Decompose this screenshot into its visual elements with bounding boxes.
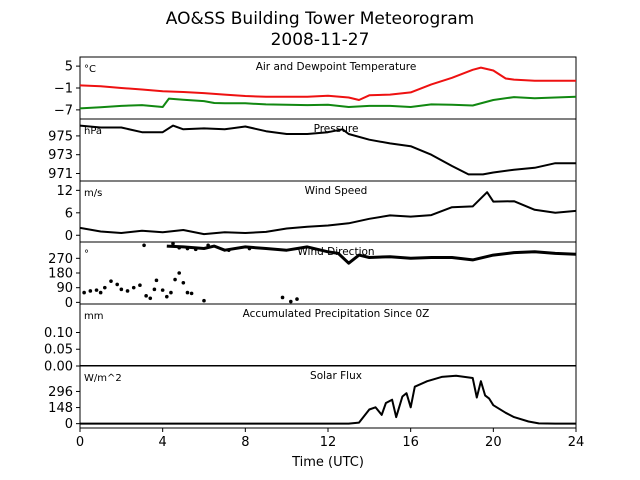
panel-unit: mm xyxy=(84,311,103,322)
wind-direction-point xyxy=(115,282,119,287)
wind-direction-point xyxy=(125,289,130,293)
x-tick-label: 8 xyxy=(241,435,249,450)
wind-direction-point xyxy=(152,287,157,292)
panel-unit: W/m^2 xyxy=(84,373,122,384)
wind-direction-point xyxy=(202,298,206,303)
y-tick-label: 975 xyxy=(48,129,73,144)
dew-series-line xyxy=(80,95,576,110)
x-axis: 0 4 8 12 16 20 24 Time (UTC) xyxy=(76,428,585,470)
wind-direction-point xyxy=(98,290,103,295)
panel-1: Air and Dewpoint Temperature °C 5 −1 −7 xyxy=(54,56,577,120)
panel-title: Solar Flux xyxy=(310,370,362,382)
wind-direction-point xyxy=(119,287,124,292)
chart-title: AO&SS Building Tower Meteorogram xyxy=(166,9,474,29)
panel-unit: °C xyxy=(84,64,96,75)
y-tick-label: 6 xyxy=(65,206,73,221)
panel-3: Wind Speed m/s 12 6 0 xyxy=(56,180,577,244)
x-tick-label: 0 xyxy=(76,435,84,450)
panel-unit: hPa xyxy=(84,126,102,137)
panel-title: Accumulated Precipitation Since 0Z xyxy=(243,308,430,320)
wind-direction-point xyxy=(142,243,146,248)
x-tick-label: 16 xyxy=(402,435,419,450)
y-tick-label: −1 xyxy=(54,82,73,97)
wind-direction-point xyxy=(131,285,136,290)
y-tick-label: 0 xyxy=(65,296,73,311)
wind-direction-point xyxy=(144,294,148,298)
y-tick-label: 0.10 xyxy=(44,326,73,341)
solar-series-line xyxy=(80,374,576,425)
wind-direction-point xyxy=(82,290,86,295)
y-tick-label: 0 xyxy=(65,417,73,432)
x-tick-label: 4 xyxy=(159,435,167,450)
panels-group: Air and Dewpoint Temperature°C5−1−7Press… xyxy=(44,56,577,432)
wind-direction-point xyxy=(171,242,175,246)
panel-title: Wind Speed xyxy=(305,185,368,197)
wind-direction-point xyxy=(295,297,299,301)
wind-direction-point xyxy=(185,290,190,295)
panel-unit: ° xyxy=(84,249,89,260)
wind_speed-series-line xyxy=(80,191,576,236)
wind-direction-point xyxy=(177,271,181,275)
y-tick-label: 180 xyxy=(48,267,73,282)
wind-direction-point xyxy=(181,280,186,285)
y-tick-label: 5 xyxy=(65,60,73,75)
wind-direction-point xyxy=(280,295,285,300)
y-tick-label: −7 xyxy=(54,103,73,118)
y-tick-label: 296 xyxy=(48,385,73,400)
wind-direction-point xyxy=(289,299,293,304)
y-tick-label: 973 xyxy=(48,148,73,163)
x-tick-label: 24 xyxy=(568,435,585,450)
air-series-line xyxy=(80,66,576,101)
wind_dir_line-series-line xyxy=(166,244,576,265)
x-tick-label: 12 xyxy=(320,435,337,450)
y-tick-label: 12 xyxy=(56,184,73,199)
wind-direction-point xyxy=(154,278,159,283)
y-tick-label: 0.05 xyxy=(44,343,73,358)
y-tick-label: 0 xyxy=(65,229,73,244)
wind-direction-point xyxy=(138,283,142,288)
wind-direction-point xyxy=(109,279,113,283)
wind-direction-point xyxy=(148,296,153,301)
wind-direction-point xyxy=(160,288,165,292)
wind-direction-point xyxy=(169,290,173,295)
y-tick-label: 0.00 xyxy=(44,360,73,375)
wind-direction-point xyxy=(94,288,99,292)
panel-5: Accumulated Precipitation Since 0Z mm 0.10… xyxy=(44,303,577,375)
wind-direction-point xyxy=(189,291,194,296)
x-axis-title: Time (UTC) xyxy=(291,455,364,470)
pressure-series-line xyxy=(80,124,576,176)
wind-direction-point xyxy=(173,277,177,282)
y-tick-label: 148 xyxy=(48,401,73,416)
x-tick-label: 20 xyxy=(485,435,502,450)
y-tick-label: 270 xyxy=(48,252,73,267)
wind-direction-point xyxy=(88,289,93,293)
panel-title: Air and Dewpoint Temperature xyxy=(256,61,417,73)
panel-unit: m/s xyxy=(84,188,102,199)
wind-direction-point xyxy=(165,294,169,299)
y-tick-label: 90 xyxy=(56,281,73,296)
chart-subtitle: 2008-11-27 xyxy=(271,30,370,50)
y-tick-label: 971 xyxy=(48,167,73,182)
wind-direction-point xyxy=(103,285,107,290)
